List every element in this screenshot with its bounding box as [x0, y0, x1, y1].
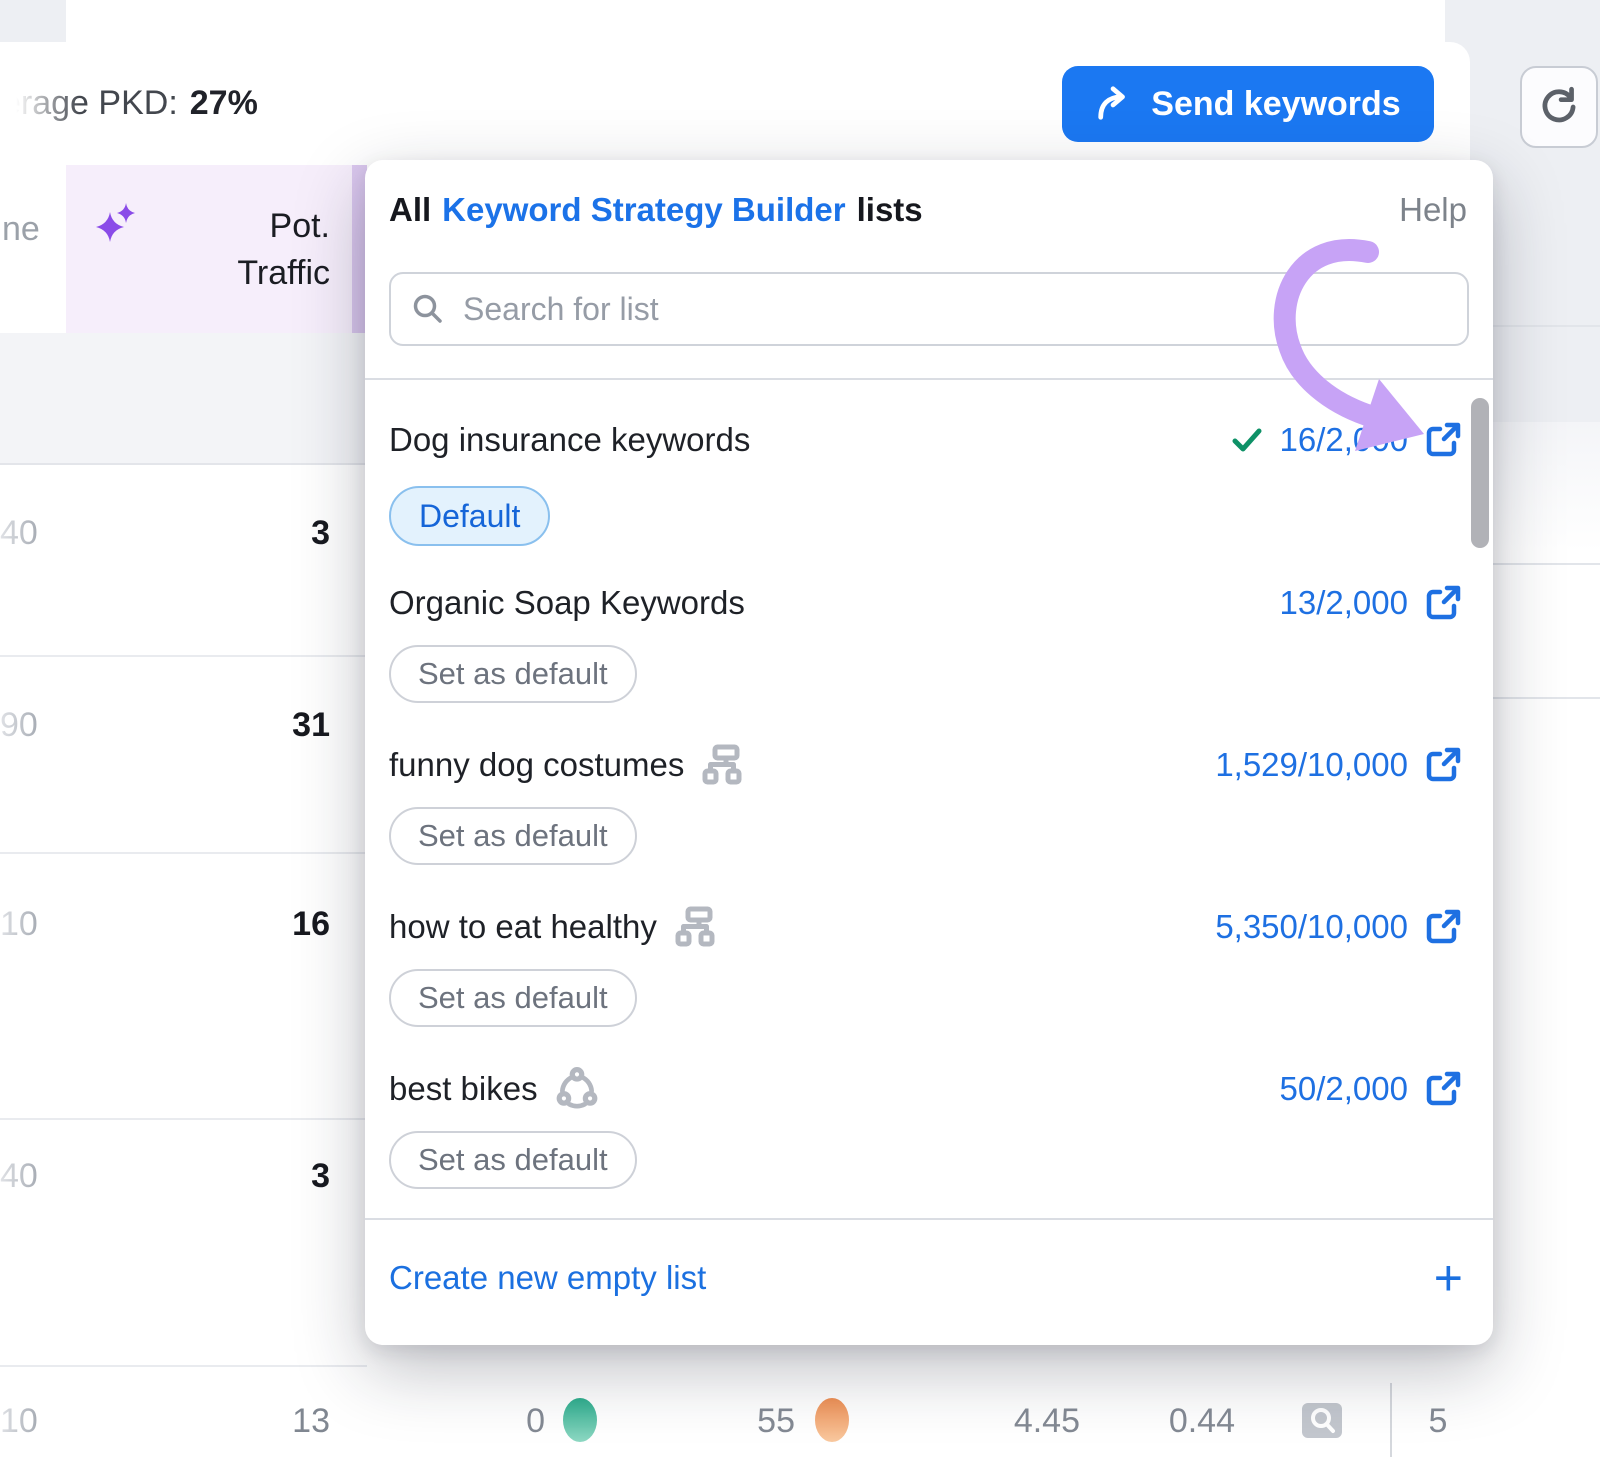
- divider: [1493, 697, 1600, 699]
- list-item: how to eat healthy 5,350/10,000: [389, 903, 1463, 951]
- list-item-name[interactable]: best bikes: [389, 1066, 600, 1112]
- help-link[interactable]: Help: [1399, 191, 1467, 228]
- list-count-link[interactable]: 5,350/10,000: [1215, 908, 1408, 945]
- cell-divider: [1390, 1383, 1392, 1457]
- list-item: Organic Soap Keywords 13/2,000: [389, 579, 1463, 627]
- list-count-link[interactable]: 16/2,000: [1279, 421, 1408, 458]
- list-count-link[interactable]: 13/2,000: [1279, 584, 1408, 621]
- table-cell: 0.44: [1168, 1402, 1235, 1440]
- list-item-name[interactable]: funny dog costumes: [389, 743, 744, 787]
- ai-sparkles-icon: [90, 198, 142, 255]
- popup-scrollbar-thumb[interactable]: [1471, 398, 1489, 548]
- kd-level-dot-orange: [815, 1398, 849, 1442]
- popup-footer: Create new empty list +: [389, 1250, 1463, 1306]
- pot-traffic-column-header: Pot. Traffic: [237, 207, 330, 292]
- left-edge-fade: [0, 76, 80, 132]
- list-item-name[interactable]: Organic Soap Keywords: [389, 584, 745, 621]
- table-subheader-band: [0, 333, 367, 465]
- row-divider: [0, 852, 367, 854]
- serp-preview-icon: [1298, 1398, 1346, 1447]
- divider: [1493, 563, 1600, 565]
- popup-title-prefix: All: [389, 191, 432, 228]
- list-item: funny dog costumes 1,529/10,000: [389, 741, 1463, 789]
- create-new-list-link[interactable]: Create new empty list: [389, 1259, 707, 1296]
- average-pkd-value: 27%: [189, 84, 258, 122]
- default-badge: Default: [389, 486, 551, 546]
- divider: [1493, 325, 1600, 327]
- table-cell: 55: [757, 1402, 795, 1440]
- pot-traffic-cell: 31: [292, 706, 330, 744]
- send-icon: [1095, 85, 1133, 123]
- ksb-lists-popup: All Keyword Strategy Builder lists Help …: [365, 160, 1493, 1345]
- popup-title-suffix: lists: [856, 191, 923, 228]
- popup-header: All Keyword Strategy Builder lists Help: [389, 182, 1467, 238]
- send-keywords-button[interactable]: Send keywords: [1062, 66, 1434, 142]
- set-as-default-button[interactable]: Set as default: [389, 645, 637, 703]
- list-count-link[interactable]: 1,529/10,000: [1215, 746, 1408, 783]
- table-cell-partial: 40: [0, 1157, 46, 1196]
- pot-traffic-cell: 13: [292, 1402, 330, 1440]
- list-item-name[interactable]: Dog insurance keywords: [389, 421, 751, 458]
- table-cell: 4.45: [1013, 1402, 1080, 1440]
- popup-title: All Keyword Strategy Builder lists: [389, 191, 923, 229]
- popup-footer-divider: [365, 1218, 1493, 1220]
- popup-divider: [365, 378, 1493, 380]
- top-strip: [66, 0, 1445, 42]
- row-divider: [0, 655, 367, 657]
- pot-traffic-cell: 3: [311, 1157, 330, 1195]
- set-as-default-button[interactable]: Set as default: [389, 807, 637, 865]
- row-divider: [0, 1365, 367, 1367]
- kd-level-dot-green: [563, 1398, 597, 1442]
- plus-icon[interactable]: +: [1433, 1250, 1463, 1306]
- list-item: best bikes 50/2,000: [389, 1065, 1463, 1113]
- sitemap-icon: [700, 743, 744, 787]
- cluster-icon: [554, 1066, 600, 1112]
- open-list-external-icon[interactable]: [1423, 745, 1463, 785]
- set-as-default-button[interactable]: Set as default: [389, 1131, 637, 1189]
- open-list-external-icon[interactable]: [1423, 420, 1463, 460]
- search-icon: [411, 292, 445, 326]
- open-list-external-icon[interactable]: [1423, 907, 1463, 947]
- pot-traffic-column-edge: [352, 165, 367, 333]
- table-cell-partial: 90: [0, 706, 46, 745]
- table-cell: 0: [526, 1402, 545, 1440]
- list-item: Dog insurance keywords 16/2,000: [389, 416, 1463, 464]
- open-list-external-icon[interactable]: [1423, 1069, 1463, 1109]
- pot-traffic-cell: 3: [311, 514, 330, 552]
- list-count-link[interactable]: 50/2,000: [1279, 1070, 1408, 1107]
- pot-traffic-column-highlight: [66, 165, 367, 333]
- list-item-name[interactable]: how to eat healthy: [389, 905, 717, 949]
- pot-traffic-cell: 16: [292, 905, 330, 943]
- row-divider: [0, 1118, 367, 1120]
- send-keywords-label: Send keywords: [1151, 84, 1401, 123]
- set-as-default-button[interactable]: Set as default: [389, 969, 637, 1027]
- selected-check-icon: [1229, 422, 1265, 458]
- table-cell: 5: [1428, 1402, 1448, 1440]
- truncated-column-header: ne: [2, 210, 40, 248]
- search-input[interactable]: [461, 289, 1447, 329]
- table-cell-partial: 10: [0, 905, 46, 944]
- open-list-external-icon[interactable]: [1423, 583, 1463, 623]
- refresh-icon: [1536, 84, 1582, 130]
- refresh-button[interactable]: [1520, 66, 1598, 148]
- table-cell-partial: 10: [0, 1402, 46, 1441]
- table-cell-partial: 40: [0, 514, 46, 553]
- list-search-box[interactable]: [389, 272, 1469, 346]
- keyword-strategy-builder-link[interactable]: Keyword Strategy Builder: [442, 191, 846, 228]
- sitemap-icon: [673, 905, 717, 949]
